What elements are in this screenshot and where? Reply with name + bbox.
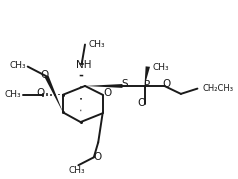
Text: CH₃: CH₃: [89, 40, 106, 49]
Text: O: O: [93, 152, 101, 162]
Text: S: S: [122, 79, 129, 89]
Text: P: P: [144, 79, 150, 90]
Text: O: O: [36, 88, 45, 98]
Polygon shape: [44, 76, 63, 112]
Text: CH₃: CH₃: [5, 90, 21, 99]
Text: O: O: [163, 79, 171, 89]
Text: CH₂CH₃: CH₂CH₃: [202, 84, 233, 93]
Text: O: O: [103, 88, 112, 98]
Text: O: O: [138, 98, 146, 108]
Polygon shape: [85, 84, 123, 88]
Text: NH: NH: [76, 60, 92, 70]
Text: CH₃: CH₃: [10, 61, 27, 70]
Polygon shape: [144, 66, 150, 86]
Text: CH₃: CH₃: [68, 166, 85, 175]
Text: O: O: [40, 69, 48, 79]
Text: CH₃: CH₃: [153, 63, 169, 72]
